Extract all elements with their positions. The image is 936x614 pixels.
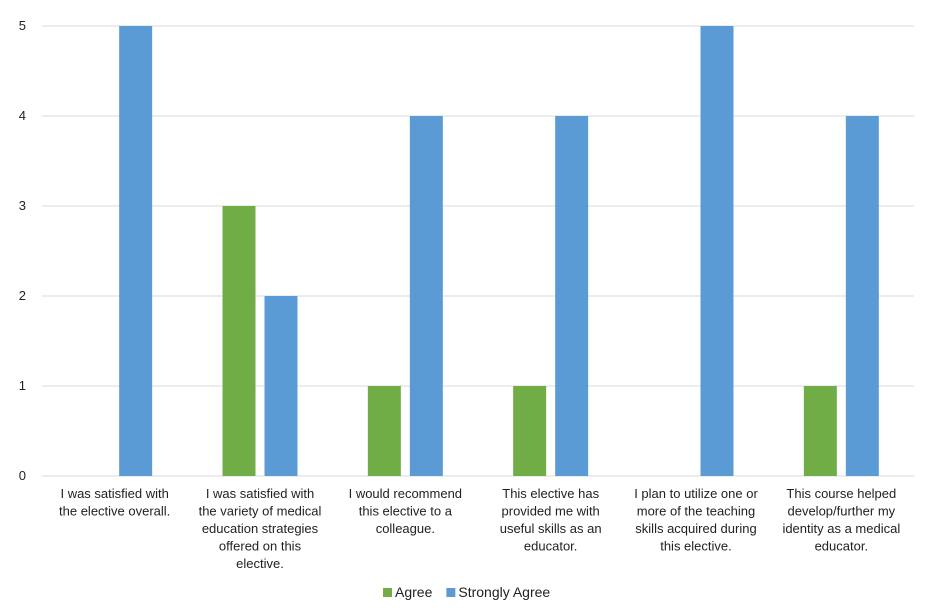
legend-swatch-agree [383,588,392,597]
bar-strongly-agree-4 [555,116,589,476]
bar-agree-6 [803,386,837,476]
legend: Agree Strongly Agree [383,584,550,600]
bar-strongly-agree-6 [845,116,879,476]
y-tick-label: 5 [19,18,26,33]
category-label-3: I would recommend this elective to a colle… [349,486,462,536]
bar-strongly-agree-1 [119,26,153,476]
bar-agree-2 [222,206,256,476]
gridlines [42,25,914,477]
y-axis-ticks: 0 1 2 3 4 5 [19,18,26,483]
bar-agree-3 [367,386,401,476]
legend-label-strongly-agree: Strongly Agree [458,584,550,600]
y-tick-label: 3 [19,198,26,213]
legend-label-agree: Agree [395,584,433,600]
category-label-5: I plan to utilize one or more of the teac… [634,486,758,554]
y-tick-label: 0 [19,468,26,483]
bar-agree-4 [513,386,547,476]
y-tick-label: 1 [19,378,26,393]
category-label-6: This course helped develop/further my iden… [782,486,900,554]
category-label-4: This elective has provided me with useful … [500,486,602,554]
y-tick-label: 4 [19,108,26,123]
category-labels: I was satisfied with the elective overall… [59,486,900,571]
y-tick-label: 2 [19,288,26,303]
bar-strongly-agree-3 [409,116,443,476]
bar-strongly-agree-5 [700,26,734,476]
bar-strongly-agree-2 [264,296,298,476]
category-label-2: I was satisfied with the variety of medic… [199,486,322,571]
bars [119,26,879,476]
category-label-1: I was satisfied with the elective overall… [59,486,170,519]
legend-swatch-strongly-agree [446,588,456,597]
